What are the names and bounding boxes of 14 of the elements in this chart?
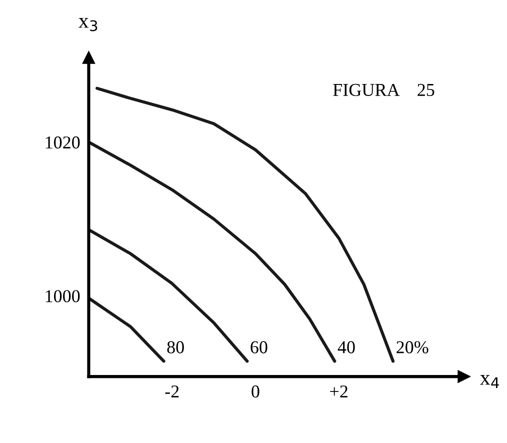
y-tick-label: 1000 [46, 290, 80, 302]
x-axis-title: x$_{4}$ [480, 375, 499, 388]
line-series [88, 140, 336, 363]
annotation: 20% [396, 341, 428, 354]
annotation: 60 [250, 341, 268, 354]
annotation: 40 [338, 341, 355, 354]
x-tick-label: +2 [330, 385, 348, 398]
y-tick-label: 1020 [46, 136, 80, 149]
annotation: 80 [167, 341, 184, 354]
line-series [88, 228, 249, 363]
y-axis-title: x$_{3}$ [78, 18, 98, 32]
x-tick-label: 0 [252, 385, 260, 398]
text: FIGURA 25 [333, 84, 434, 96]
x-tick-label: -2 [165, 385, 179, 398]
